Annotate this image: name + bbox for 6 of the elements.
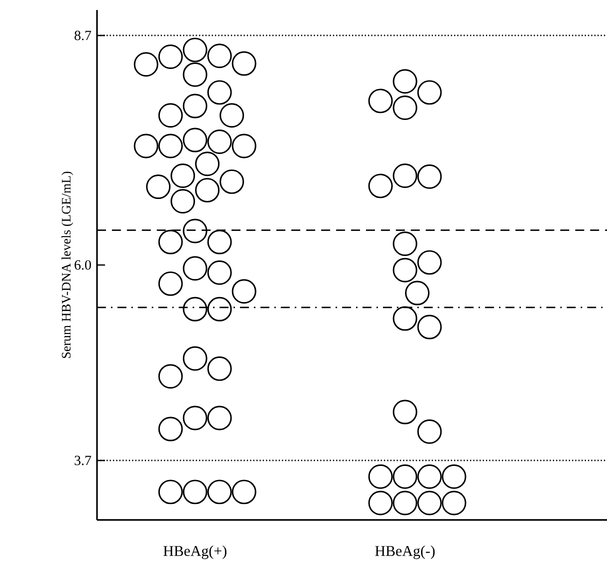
y-tick-label: 6.0 xyxy=(74,260,91,270)
y-tick-label: 3.7 xyxy=(74,456,92,466)
y-tick-label: 8.7 xyxy=(74,30,92,40)
x-tick-label: HBeAg(+) xyxy=(163,546,226,560)
y-axis-title: Serum HBV-DNA levels (LGE/mL) xyxy=(61,172,74,358)
x-tick-label: HBeAg(-) xyxy=(375,546,435,560)
